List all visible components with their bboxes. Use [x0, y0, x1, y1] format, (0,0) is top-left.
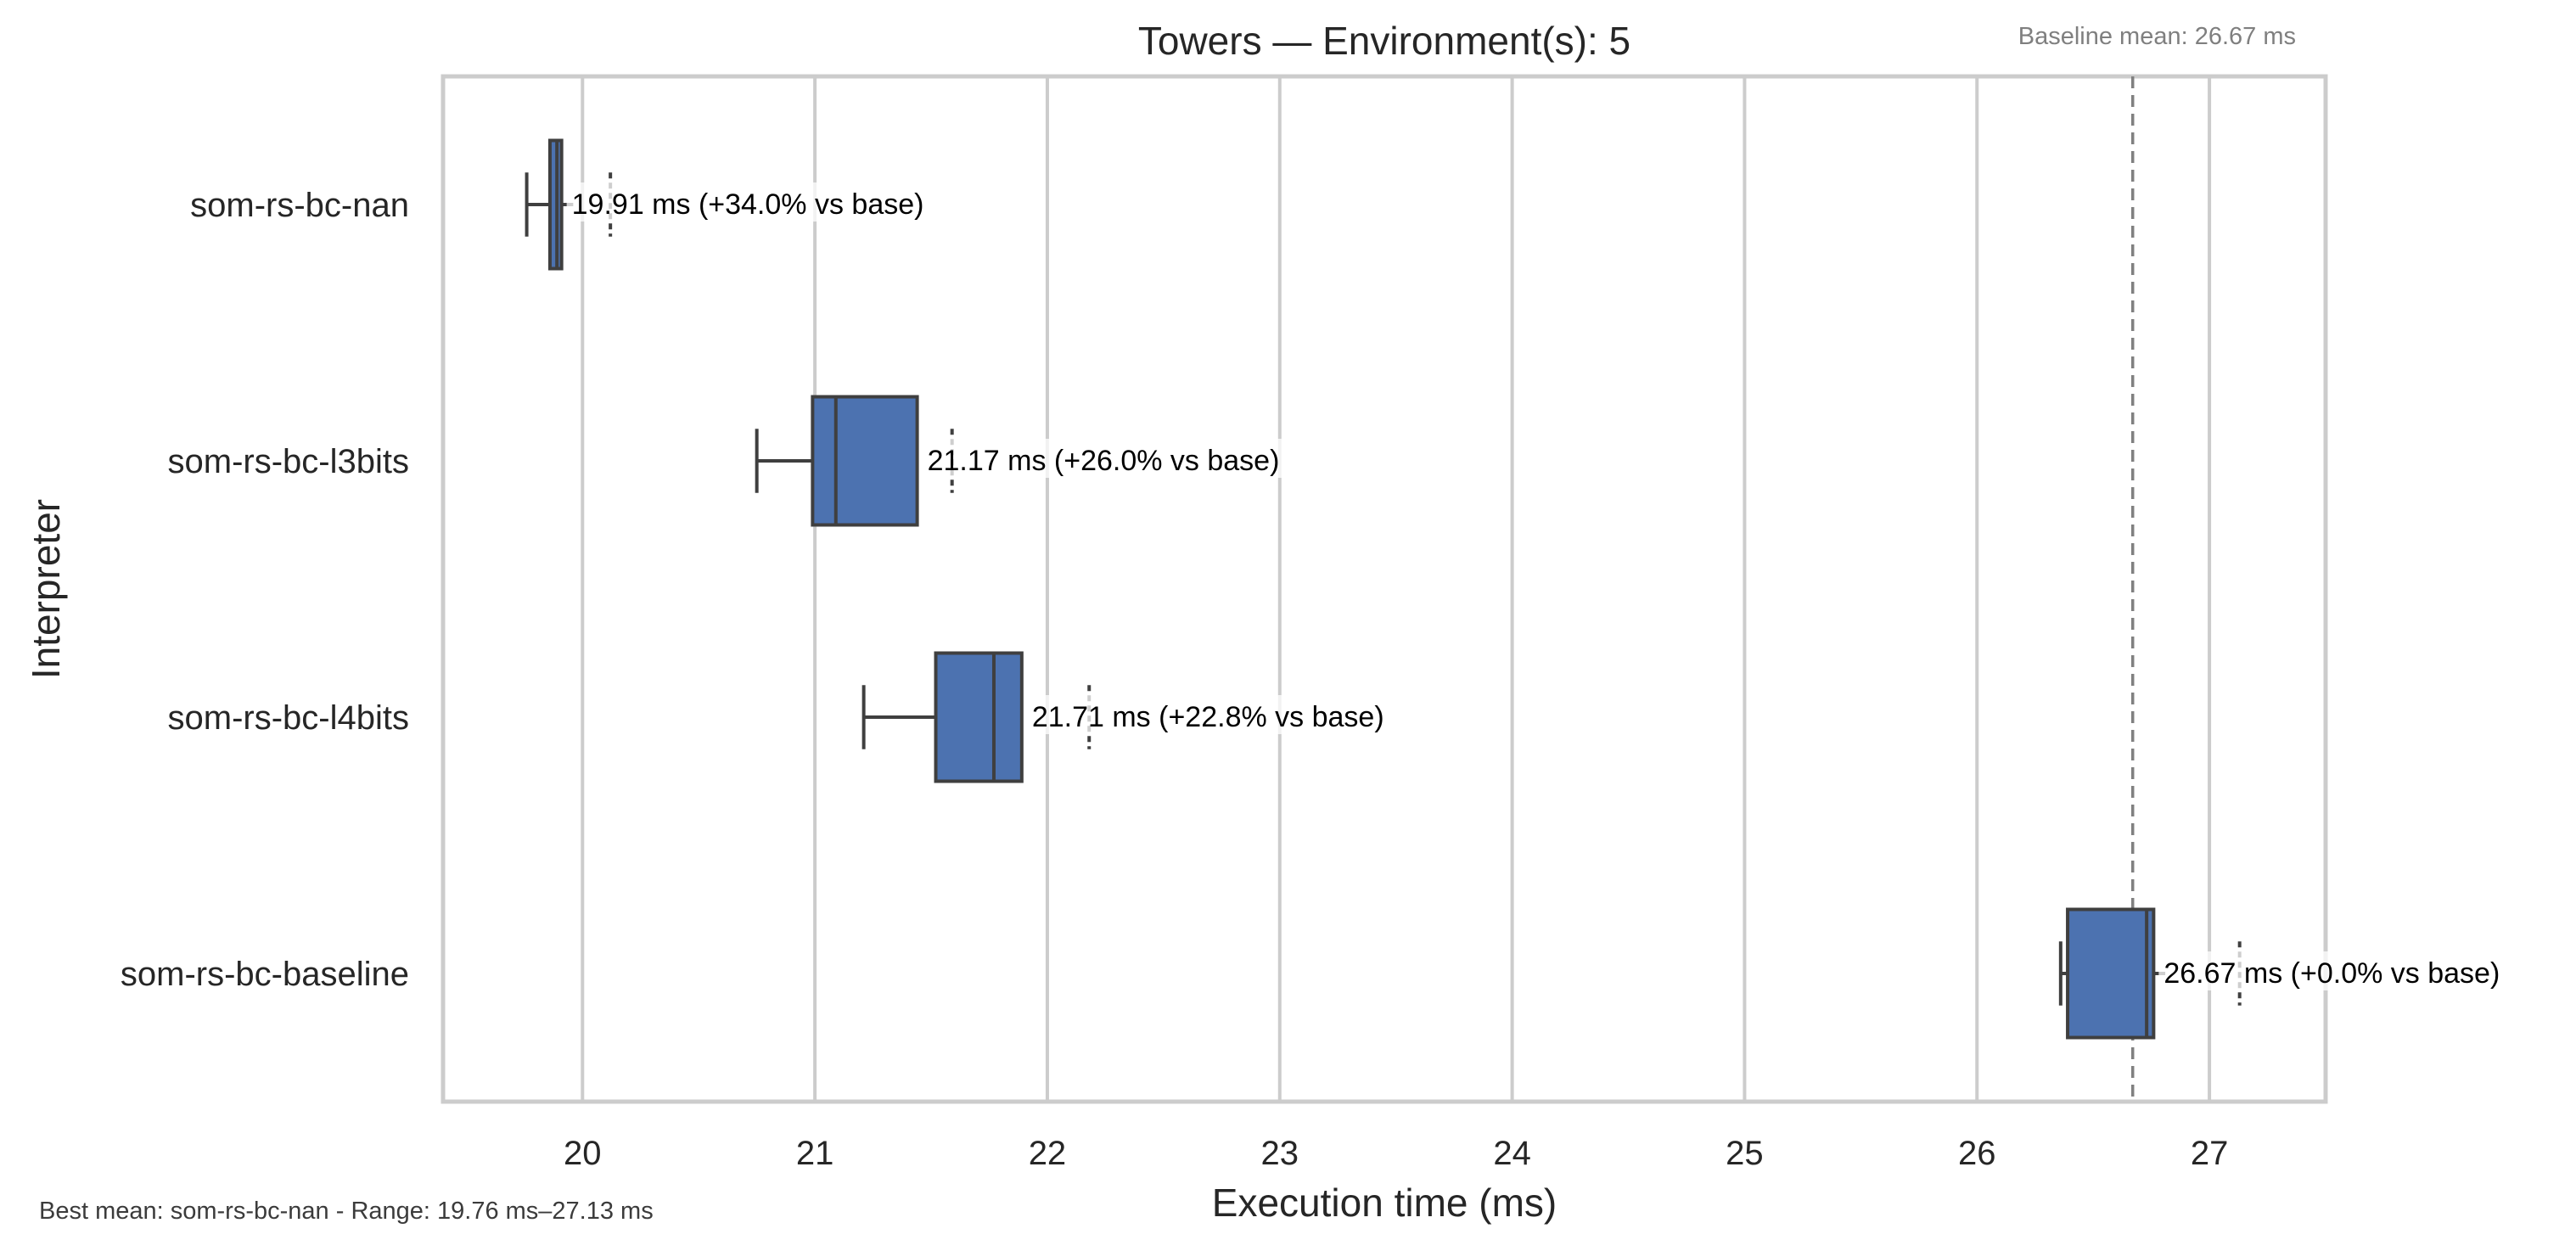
y-category-labels: som-rs-bc-nan som-rs-bc-l3bits som-rs-bc-l…: [121, 187, 409, 993]
grid-lines: [581, 76, 2212, 1102]
chart-title: Towers — Environment(s): 5: [1138, 19, 1630, 63]
boxplot-som-rs-bc-nan: 19.91 ms (+34.0% vs base): [525, 138, 929, 271]
category-label-som-rs-bc-baseline: som-rs-bc-baseline: [121, 956, 409, 993]
boxplot-som-rs-bc-baseline: 26.67 ms (+0.0% vs base): [2058, 907, 2506, 1040]
category-label-som-rs-bc-l3bits: som-rs-bc-l3bits: [168, 443, 409, 480]
boxplot-som-rs-bc-l3bits: 21.17 ms (+26.0% vs base): [755, 395, 1285, 527]
annotation-som-rs-bc-nan: 19.91 ms (+34.0% vs base): [572, 188, 924, 221]
box-som-rs-bc-l4bits: [934, 651, 1024, 783]
annotation-background-som-rs-bc-l4bits: [1026, 695, 1389, 734]
x-tick-label-21: 21: [796, 1135, 834, 1172]
annotation-background-som-rs-bc-baseline: [2158, 951, 2506, 990]
box-som-rs-bc-baseline: [2066, 907, 2156, 1040]
annotation-som-rs-bc-l3bits: 21.17 ms (+26.0% vs base): [928, 445, 1280, 477]
footnote: Best mean: som-rs-bc-nan - Range: 19.76 …: [39, 1198, 654, 1225]
x-tick-label-23: 23: [1261, 1135, 1299, 1172]
category-label-som-rs-bc-nan: som-rs-bc-nan: [190, 187, 409, 224]
boxes: 19.91 ms (+34.0% vs base) 21.17 ms (+26.0…: [525, 138, 2506, 1040]
x-tick-label-24: 24: [1493, 1135, 1531, 1172]
x-tick-label-25: 25: [1726, 1135, 1764, 1172]
x-tick-label-20: 20: [564, 1135, 602, 1172]
x-tick-label-26: 26: [1958, 1135, 1996, 1172]
annotation-background-som-rs-bc-l3bits: [922, 439, 1285, 478]
annotation-som-rs-bc-l4bits: 21.71 ms (+22.8% vs base): [1032, 701, 1384, 733]
category-label-som-rs-bc-l4bits: som-rs-bc-l4bits: [168, 699, 409, 737]
boxplot-som-rs-bc-l4bits: 21.71 ms (+22.8% vs base): [861, 651, 1389, 783]
x-tick-labels: 20 21 22 23 24 25 26 27: [564, 1135, 2228, 1172]
annotation-background-som-rs-bc-nan: [566, 182, 929, 222]
x-tick-label-27: 27: [2191, 1135, 2229, 1172]
baseline-mean-label: Baseline mean: 26.67 ms: [2018, 23, 2296, 50]
x-axis-label: Execution time (ms): [1212, 1181, 1557, 1225]
x-tick-label-22: 22: [1029, 1135, 1067, 1172]
annotation-som-rs-bc-baseline: 26.67 ms (+0.0% vs base): [2164, 957, 2500, 990]
box-som-rs-bc-l3bits: [811, 395, 919, 527]
plot-area: [441, 74, 2328, 1104]
y-axis-label: Interpreter: [24, 499, 68, 679]
